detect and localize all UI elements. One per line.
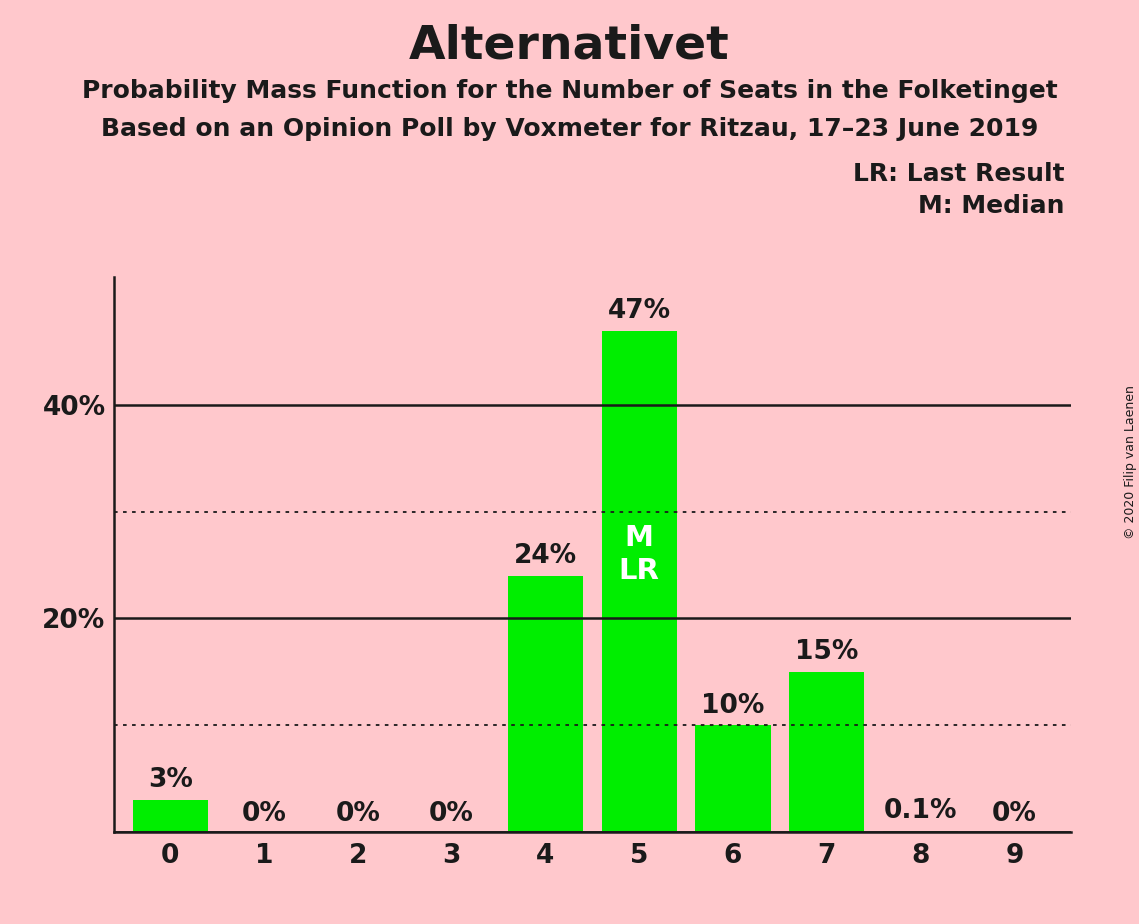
Text: 24%: 24%: [514, 543, 577, 569]
Text: 10%: 10%: [702, 693, 764, 719]
Bar: [508, 576, 583, 832]
Bar: [696, 725, 770, 832]
Bar: [789, 672, 865, 832]
Bar: [601, 331, 677, 832]
Text: 0%: 0%: [335, 801, 380, 827]
Text: 0.1%: 0.1%: [884, 798, 958, 824]
Text: Alternativet: Alternativet: [409, 23, 730, 68]
Text: LR: Last Result: LR: Last Result: [853, 162, 1065, 186]
Text: M
LR: M LR: [618, 524, 659, 585]
Text: 47%: 47%: [607, 298, 671, 324]
Text: M: Median: M: Median: [918, 194, 1065, 218]
Text: Probability Mass Function for the Number of Seats in the Folketinget: Probability Mass Function for the Number…: [82, 79, 1057, 103]
Text: © 2020 Filip van Laenen: © 2020 Filip van Laenen: [1124, 385, 1137, 539]
Text: 0%: 0%: [992, 801, 1036, 827]
Text: 3%: 3%: [148, 767, 192, 793]
Text: 0%: 0%: [429, 801, 474, 827]
Text: 0%: 0%: [241, 801, 286, 827]
Text: 15%: 15%: [795, 639, 859, 665]
Bar: [883, 831, 958, 832]
Bar: [132, 799, 207, 832]
Text: Based on an Opinion Poll by Voxmeter for Ritzau, 17–23 June 2019: Based on an Opinion Poll by Voxmeter for…: [101, 117, 1038, 141]
